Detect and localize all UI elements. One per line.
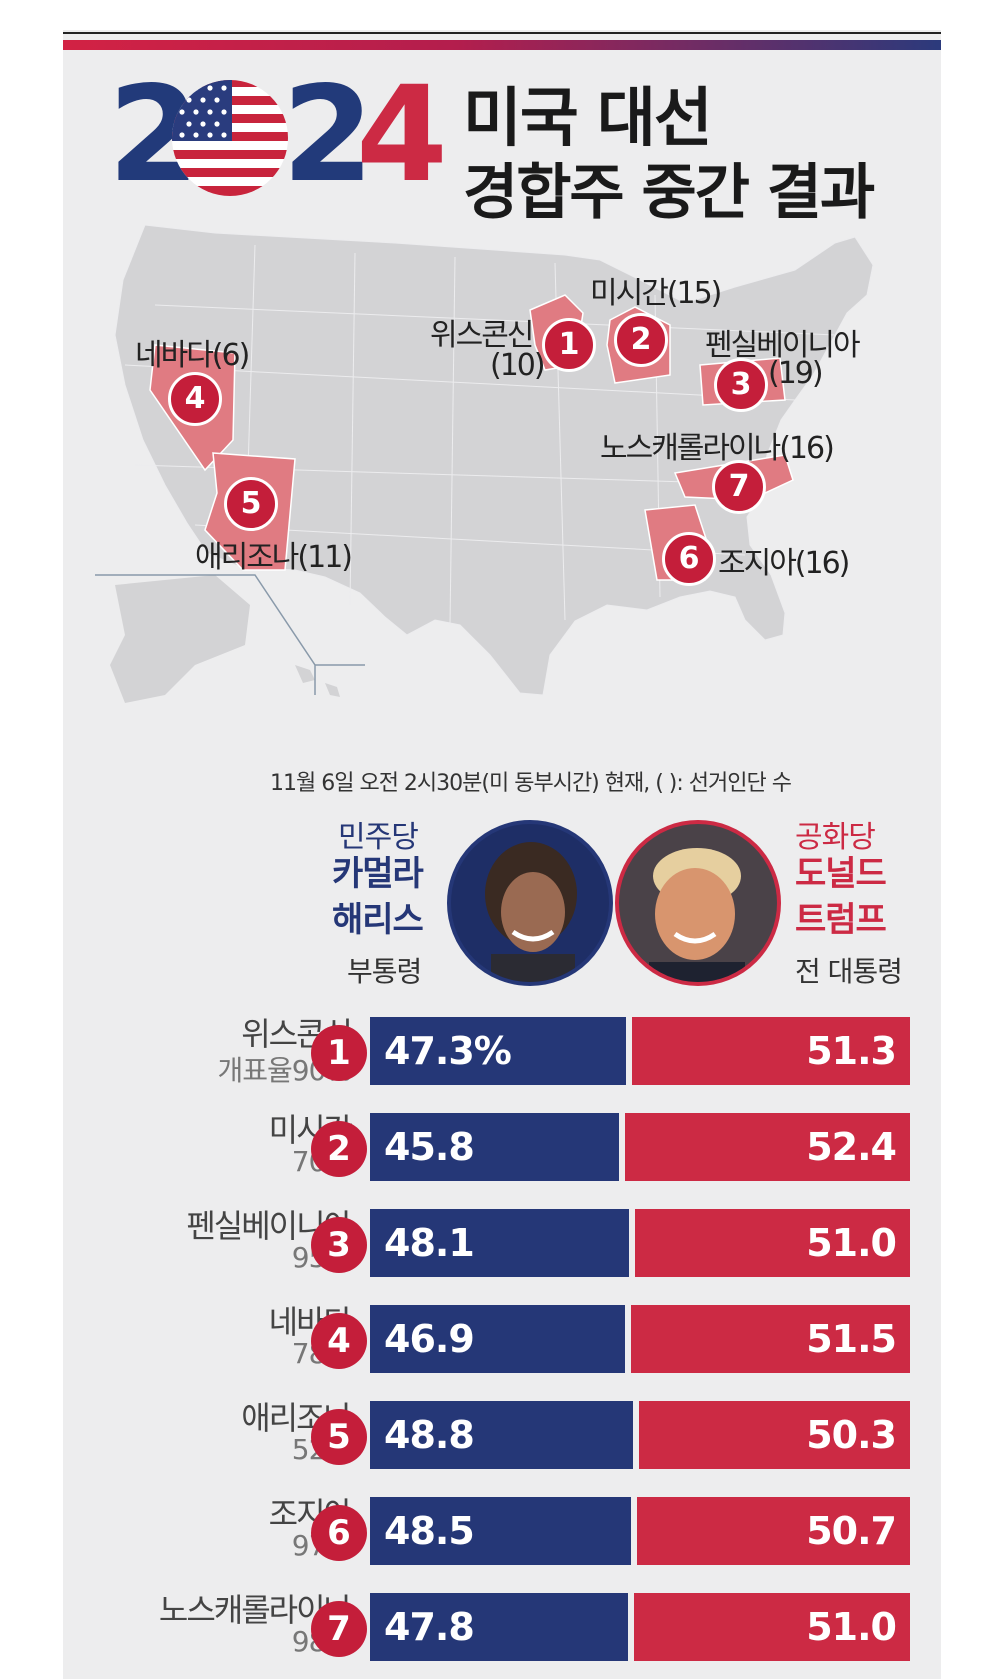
trump-bar [631, 1305, 910, 1373]
trump-value-label: 51.5 [806, 1317, 897, 1361]
map-badge: 5 [224, 477, 278, 531]
map-label-pennsylvania: 펜실베이니아 [705, 328, 861, 363]
footnote: 11월 6일 오전 2시30분(미 동부시간) 현재, ( ): 선거인단 수 [270, 771, 792, 796]
result-row: 펜실베이니아95%348.151.0 [63, 1197, 941, 1293]
result-row: 조지아97%648.550.7 [63, 1485, 941, 1581]
map-badge: 2 [614, 313, 668, 367]
map-badge: 1 [542, 318, 596, 372]
harris-bar [370, 1497, 631, 1565]
harris-bar [370, 1113, 619, 1181]
state-number-badge: 3 [311, 1217, 367, 1273]
state-number-badge: 6 [311, 1505, 367, 1561]
trump-value-label: 51.0 [806, 1221, 897, 1265]
year-digit: 2 [282, 58, 374, 212]
trump-bar [634, 1593, 910, 1661]
result-row: 네바다78%446.951.5 [63, 1293, 941, 1389]
map-label-michigan: 미시간(15) [590, 276, 722, 311]
trump-value-label: 51.0 [806, 1605, 897, 1649]
map-label-wisconsin: 위스콘신 [430, 318, 534, 353]
harris-bar [370, 1209, 629, 1277]
dem-name-line1: 카멀라 [332, 854, 424, 894]
rep-name-line1: 도널드 [795, 854, 887, 894]
dem-party-label: 민주당 [338, 820, 419, 855]
result-row: 노스캐롤라이나98%747.851.0 [63, 1581, 941, 1677]
result-row: 위스콘신 개표율90% 1 47.3% 51.3 [63, 1005, 941, 1101]
top-rule [63, 32, 941, 34]
harris-bar [370, 1017, 626, 1085]
map-label-pennsylvania-ev: (19) [768, 356, 824, 391]
harris-bar [370, 1305, 625, 1373]
year-digit: 4 [356, 58, 448, 212]
page-subtitle: 경합주 중간 결과 [463, 158, 875, 228]
map-alaska [110, 575, 250, 703]
portrait-icon [451, 824, 609, 982]
rep-party-label: 공화당 [795, 820, 876, 855]
state-number-badge: 5 [311, 1409, 367, 1465]
harris-value-label: 47.8 [384, 1605, 475, 1649]
map-badge: 4 [168, 372, 222, 426]
state-number-badge: 4 [311, 1313, 367, 1369]
dem-role: 부통령 [347, 955, 422, 988]
color-stripe [63, 40, 941, 50]
map-hawaii [295, 665, 340, 697]
trump-bar [635, 1209, 910, 1277]
harris-value-label: 45.8 [384, 1125, 475, 1169]
map-label-north-carolina: 노스캐롤라이나(16) [600, 431, 835, 466]
trump-bar [637, 1497, 910, 1565]
dem-name-line2: 해리스 [332, 900, 424, 940]
harris-value-label: 46.9 [384, 1317, 475, 1361]
trump-bar [632, 1017, 910, 1085]
trump-value-label: 50.3 [806, 1413, 897, 1457]
flag-circle-icon [172, 80, 288, 196]
state-number-badge: 2 [311, 1121, 367, 1177]
harris-value-label: 48.1 [384, 1221, 475, 1265]
portrait-icon [619, 824, 777, 982]
map-badge: 7 [712, 460, 766, 514]
result-row: 애리조나52%548.850.3 [63, 1389, 941, 1485]
map-badge: 6 [662, 532, 716, 586]
trump-bar [625, 1113, 910, 1181]
trump-portrait [615, 820, 781, 986]
trump-bar [639, 1401, 910, 1469]
harris-bar [370, 1593, 628, 1661]
map-label-nevada: 네바다(6) [135, 338, 250, 373]
rep-name-line2: 트럼프 [795, 900, 887, 940]
us-map [95, 225, 874, 703]
result-row: 미시간70%245.852.4 [63, 1101, 941, 1197]
harris-portrait [447, 820, 613, 986]
trump-value-label: 52.4 [806, 1125, 897, 1169]
map-label-arizona: 애리조나(11) [195, 540, 353, 575]
rep-role: 전 대통령 [795, 955, 903, 988]
harris-value-label: 48.5 [384, 1509, 475, 1553]
harris-bar [370, 1401, 633, 1469]
trump-value-label: 51.3 [806, 1029, 897, 1073]
harris-value-label: 47.3% [384, 1029, 512, 1073]
trump-value-label: 50.7 [806, 1509, 897, 1553]
state-number-badge: 7 [311, 1601, 367, 1657]
map-label-wisconsin-ev: (10) [490, 348, 546, 383]
year-logo: 2 2 4 [108, 58, 448, 212]
map-badge: 3 [714, 358, 768, 412]
page-title: 미국 대선 [463, 82, 713, 156]
state-number-badge: 1 [311, 1025, 367, 1081]
harris-value-label: 48.8 [384, 1413, 475, 1457]
map-label-georgia: 조지아(16) [718, 546, 850, 581]
